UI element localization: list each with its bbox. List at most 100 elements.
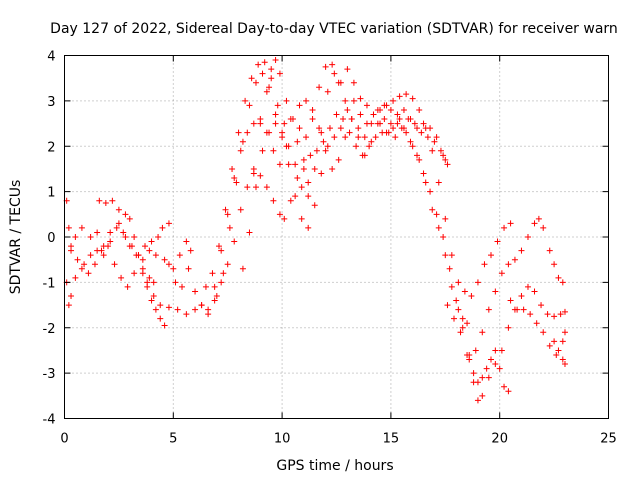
axis-ticks [64, 55, 609, 419]
data-point [252, 184, 259, 191]
data-point [387, 106, 394, 113]
data-point [170, 265, 177, 272]
data-point [174, 306, 181, 313]
data-point [335, 79, 342, 86]
data-point [211, 283, 218, 290]
data-point [381, 116, 388, 123]
data-point [68, 292, 75, 299]
data-point [159, 224, 166, 231]
data-point [544, 311, 551, 318]
data-point [118, 274, 125, 281]
data-point [374, 120, 381, 127]
data-point [150, 292, 157, 299]
data-point [485, 374, 492, 381]
data-point [448, 283, 455, 290]
data-point [305, 224, 312, 231]
data-point [139, 265, 146, 272]
x-tick-label: 20 [491, 432, 508, 447]
data-point [91, 261, 98, 268]
data-point [392, 134, 399, 141]
data-point [268, 66, 275, 73]
data-point [424, 134, 431, 141]
data-point [501, 224, 508, 231]
data-point [144, 279, 151, 286]
data-point [165, 220, 172, 227]
data-point [120, 229, 127, 236]
data-point [222, 206, 229, 213]
data-point [407, 138, 414, 145]
data-point [518, 247, 525, 254]
data-point [470, 370, 477, 377]
data-point [107, 229, 114, 236]
data-point [276, 211, 283, 218]
data-point [353, 143, 360, 150]
data-point [344, 106, 351, 113]
data-point [157, 302, 164, 309]
data-point [457, 329, 464, 336]
data-point [551, 261, 558, 268]
data-point [285, 161, 292, 168]
data-point [496, 365, 503, 372]
data-point [320, 138, 327, 145]
data-point [235, 129, 242, 136]
data-point [87, 234, 94, 240]
data-point [511, 256, 518, 263]
data-point [420, 120, 427, 127]
data-point [281, 215, 288, 222]
data-point [292, 193, 299, 200]
data-point [498, 270, 505, 277]
data-point [65, 224, 72, 231]
data-point [94, 229, 101, 236]
data-point [244, 184, 251, 191]
data-point [72, 234, 79, 240]
data-point [276, 70, 283, 77]
data-point [183, 238, 190, 245]
data-point [363, 120, 370, 127]
data-marks [63, 57, 568, 404]
data-point [272, 57, 279, 64]
data-point [126, 215, 133, 222]
data-point [435, 179, 442, 186]
data-point [429, 206, 436, 213]
data-point [131, 270, 138, 277]
data-point [444, 302, 451, 309]
data-point [357, 111, 364, 118]
data-point [400, 125, 407, 132]
data-point [492, 347, 499, 354]
data-point [179, 283, 186, 290]
data-point [202, 283, 209, 290]
data-point [355, 134, 362, 141]
data-point [109, 197, 116, 204]
data-point [422, 179, 429, 186]
data-point [403, 129, 410, 136]
data-point [303, 134, 310, 141]
data-point [342, 134, 349, 141]
data-point [433, 134, 440, 141]
data-point [72, 274, 79, 281]
data-point [377, 106, 384, 113]
data-point [559, 338, 566, 345]
data-point [446, 265, 453, 272]
y-tick-label: -3 [43, 367, 56, 382]
data-point [553, 351, 560, 358]
data-point [303, 97, 310, 104]
data-point [244, 129, 251, 136]
data-point [394, 111, 401, 118]
data-point [274, 102, 281, 109]
y-tick-label: 3 [47, 95, 55, 110]
data-point [418, 129, 425, 136]
x-tick-label: 15 [383, 432, 400, 447]
data-point [414, 125, 421, 132]
data-point [157, 315, 164, 322]
data-point [427, 188, 434, 195]
data-point [561, 329, 568, 336]
data-point [409, 143, 416, 150]
data-point [263, 88, 270, 95]
data-point [531, 288, 538, 295]
data-point [161, 256, 168, 263]
data-point [107, 238, 114, 245]
data-point [505, 261, 512, 268]
data-point [340, 116, 347, 123]
data-point [527, 311, 534, 318]
data-point [100, 252, 107, 259]
